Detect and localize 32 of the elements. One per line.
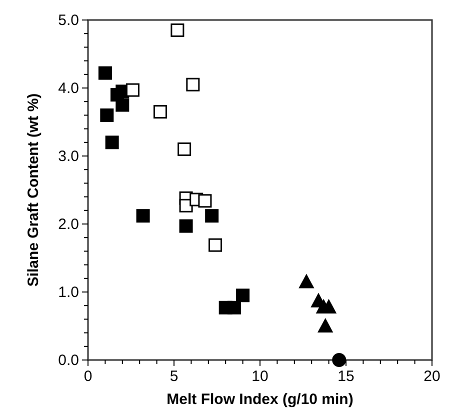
point [332, 353, 346, 367]
y-tick-label: 2.0 [58, 216, 79, 233]
point [153, 105, 167, 119]
point [126, 83, 140, 97]
x-tick-label: 0 [84, 368, 92, 385]
point [116, 98, 130, 112]
y-tick-label: 4.0 [58, 80, 79, 97]
y-tick-label: 0.0 [58, 352, 79, 369]
point [205, 209, 219, 223]
y-axis-title: Silane Graft Content (wt %) [25, 93, 42, 287]
point [136, 209, 150, 223]
point [170, 23, 184, 37]
y-tick-label: 5.0 [58, 12, 79, 29]
point [236, 288, 250, 302]
point [186, 78, 200, 92]
y-tick-label: 1.0 [58, 284, 79, 301]
y-tick-label: 3.0 [58, 148, 79, 165]
point [105, 136, 119, 150]
point [208, 238, 222, 252]
x-tick-label: 20 [424, 368, 440, 385]
x-tick-label: 15 [338, 368, 354, 385]
point [178, 142, 192, 156]
point [298, 274, 314, 288]
x-axis-title: Melt Flow Index (g/10 min) [166, 391, 354, 408]
x-tick-label: 5 [170, 368, 178, 385]
point [227, 300, 241, 314]
x-tick-label: 10 [252, 368, 268, 385]
point [179, 219, 193, 233]
point [198, 194, 212, 208]
point [98, 66, 112, 80]
point [318, 318, 333, 332]
point [100, 108, 114, 122]
